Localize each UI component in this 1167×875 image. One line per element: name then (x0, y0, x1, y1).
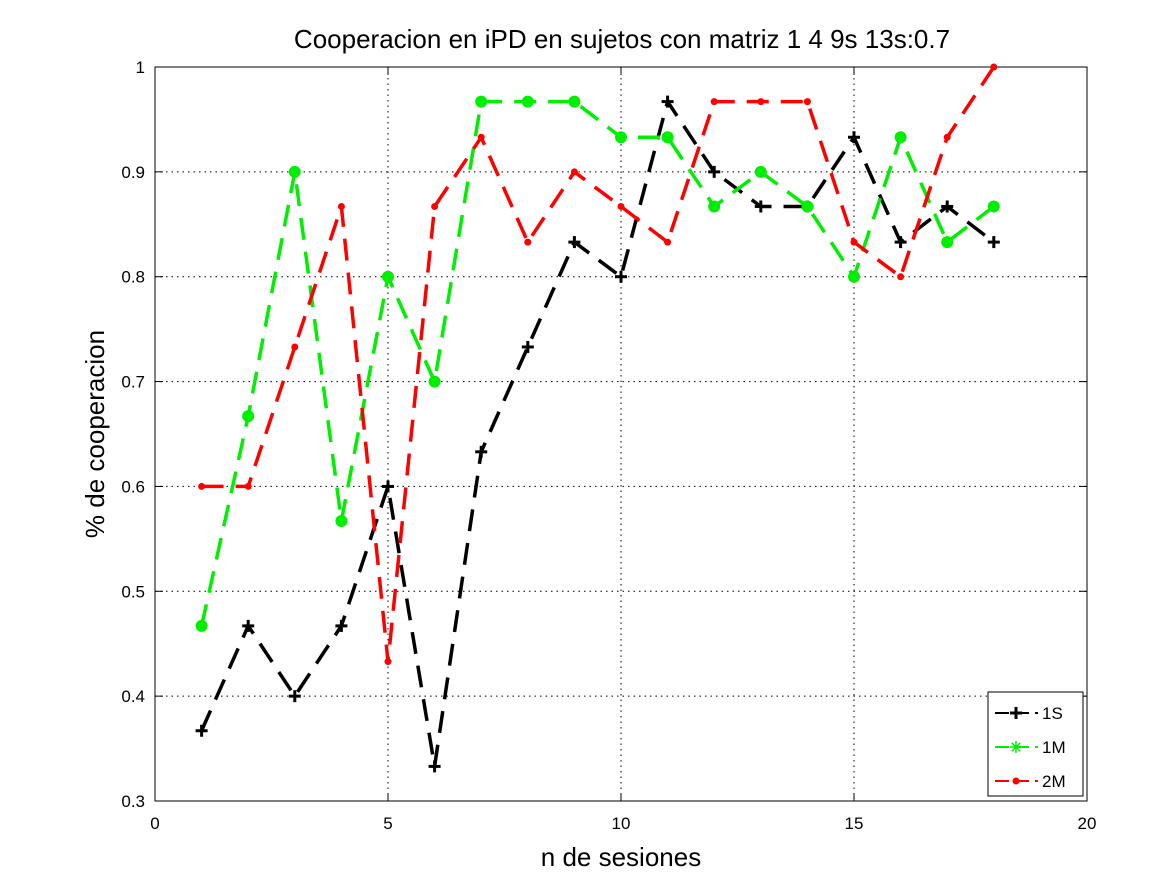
y-tick-label: 0.7 (121, 373, 145, 392)
data-point-1S (941, 200, 954, 213)
data-point-2M (850, 238, 858, 246)
data-point-1S (754, 200, 767, 213)
data-point-1S (335, 619, 348, 632)
data-point-2M (617, 202, 625, 210)
chart-title: Cooperacion en iPD en sujetos con matriz… (294, 24, 950, 54)
data-point-2M (477, 133, 485, 141)
data-point-1M (382, 270, 394, 283)
data-point-1S (987, 236, 1000, 249)
legend: 1S 1M 2M (987, 691, 1084, 797)
legend-marker (1012, 777, 1020, 785)
axis-ticks: 0 5 10 15 20 0.3 0.4 0.5 0.6 0.7 0.8 0.9 1 (121, 58, 1096, 833)
y-tick-label: 1 (136, 58, 145, 77)
data-point-1S (475, 445, 488, 458)
legend-label: 1M (1042, 738, 1066, 757)
data-point-1M (615, 131, 627, 144)
series-2M (198, 63, 998, 666)
y-tick-label: 0.4 (121, 687, 145, 706)
data-point-1M (708, 200, 721, 213)
data-point-1M (475, 95, 488, 108)
data-point-1S (288, 690, 301, 703)
x-tick-label: 10 (612, 814, 631, 833)
data-point-2M (570, 168, 578, 176)
data-point-1M (661, 131, 674, 144)
data-point-2M (803, 98, 811, 106)
data-point-2M (710, 98, 718, 106)
x-tick-label: 20 (1078, 814, 1097, 833)
series-1M (195, 95, 1000, 632)
legend-marker (1010, 741, 1022, 753)
data-point-1S (568, 236, 581, 249)
x-tick-label: 15 (845, 814, 864, 833)
x-axis-label: n de sesiones (541, 842, 701, 872)
data-point-1S (894, 236, 907, 249)
data-point-2M (431, 202, 439, 210)
data-point-1S (428, 760, 441, 773)
data-point-1M (335, 515, 348, 528)
y-tick-label: 0.6 (121, 477, 145, 496)
data-point-1M (987, 200, 1000, 213)
data-point-2M (337, 202, 345, 210)
data-point-1S (661, 95, 674, 108)
y-tick-label: 0.8 (121, 268, 145, 287)
legend-label: 1S (1042, 704, 1063, 723)
x-tick-label: 5 (383, 814, 392, 833)
data-point-1S (848, 131, 860, 144)
data-point-1M (848, 270, 860, 283)
data-point-2M (897, 273, 905, 281)
data-point-1M (801, 200, 814, 213)
data-point-2M (943, 133, 951, 141)
data-point-2M (244, 482, 252, 490)
legend-label: 2M (1042, 772, 1066, 791)
y-tick-label: 0.5 (121, 582, 145, 601)
data-point-1M (568, 95, 581, 108)
y-tick-label: 0.3 (121, 792, 145, 811)
data-point-1M (195, 619, 208, 632)
legend-box (987, 691, 1084, 797)
series-line-1S (200, 97, 995, 767)
data-point-1M (288, 165, 301, 178)
data-point-1M (521, 95, 534, 108)
legend-marker (1010, 707, 1022, 719)
data-point-1S (382, 480, 394, 493)
y-tick-label: 0.9 (121, 163, 145, 182)
data-point-1S (615, 270, 627, 283)
data-point-2M (664, 238, 672, 246)
data-point-2M (524, 238, 532, 246)
grid (155, 67, 1087, 801)
x-tick-label: 0 (150, 814, 159, 833)
series-line-2M (201, 66, 996, 662)
data-point-1S (521, 340, 534, 353)
data-point-1S (242, 619, 255, 632)
data-point-2M (757, 98, 765, 106)
data-point-1M (894, 131, 907, 144)
data-point-2M (990, 63, 998, 71)
data-point-1S (708, 165, 721, 178)
legend-entry-2M: 2M (995, 772, 1066, 791)
data-point-2M (198, 482, 206, 490)
legend-entry-1S: 1S (995, 704, 1063, 723)
data-point-1M (941, 236, 954, 249)
data-point-1S (195, 724, 208, 737)
series-line-1M (199, 99, 995, 627)
series-1S (195, 95, 1000, 773)
series-lines (195, 63, 1000, 773)
data-point-1M (428, 375, 441, 388)
data-point-2M (384, 658, 392, 666)
data-point-2M (291, 343, 299, 351)
data-point-1M (754, 165, 767, 178)
legend-entry-1M: 1M (995, 738, 1066, 757)
data-point-1M (242, 410, 255, 423)
y-axis-label: % de cooperacion (80, 330, 110, 538)
